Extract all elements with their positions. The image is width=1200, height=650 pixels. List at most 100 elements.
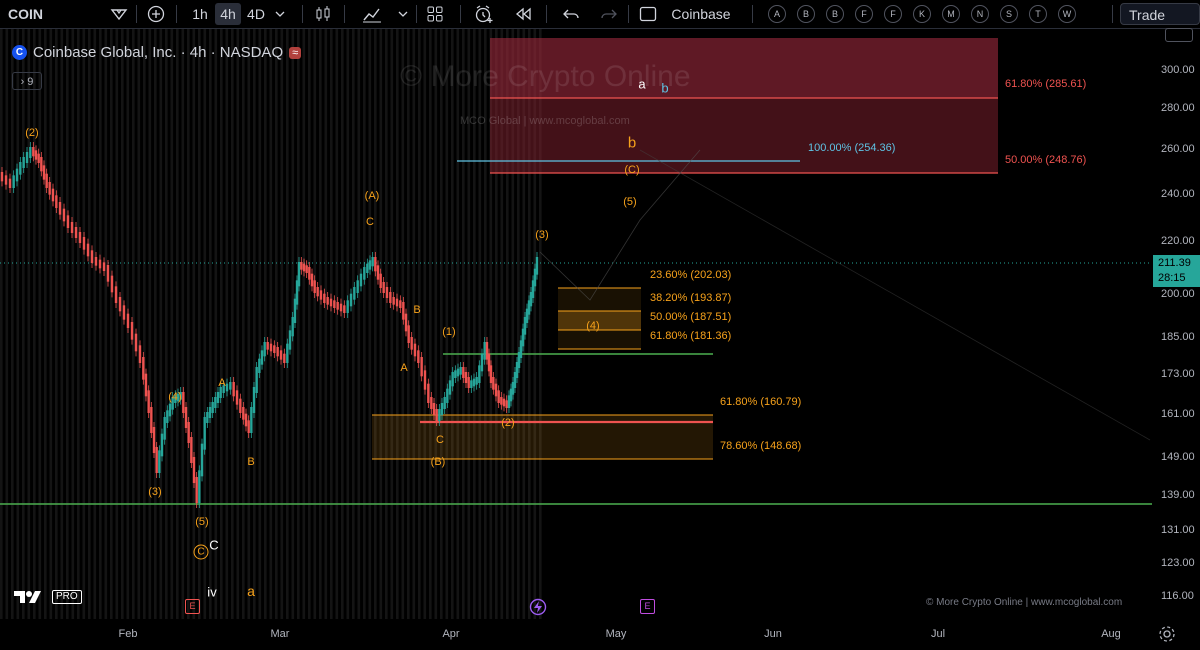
wave-label: (3) [535, 229, 549, 241]
symbol-search[interactable]: COIN [8, 6, 43, 22]
alert-letter-9[interactable]: T [1029, 5, 1047, 23]
candle-body [435, 409, 438, 421]
session-stripe [418, 29, 421, 619]
indicators-collapse-button[interactable]: › 9 [12, 72, 42, 90]
price-tick-label: 220.00 [1161, 235, 1195, 247]
candle-body [150, 407, 153, 433]
session-stripe [220, 29, 223, 619]
alert-letter-5[interactable]: K [913, 5, 931, 23]
wave-label: (5) [195, 516, 209, 528]
candle-body [483, 342, 486, 360]
compare-icon[interactable] [108, 3, 130, 25]
add-symbol-icon[interactable] [145, 3, 167, 25]
candle-body [22, 157, 25, 168]
candle-body [440, 403, 444, 415]
candle-body [302, 263, 306, 272]
candle-body [525, 308, 529, 323]
alert-letter-2[interactable]: B [826, 5, 844, 23]
layout-toggle-icon[interactable] [637, 3, 659, 25]
chevron-icon: › [20, 76, 25, 88]
interval-1h[interactable]: 1h [192, 6, 208, 22]
wave-label: (3) [148, 486, 162, 498]
candle-body [203, 417, 206, 450]
candle-body [102, 262, 106, 271]
alert-letter-7[interactable]: N [971, 5, 989, 23]
price-tick-label: 123.00 [1161, 557, 1195, 569]
candles-icon[interactable] [312, 3, 334, 25]
candle-body [168, 403, 172, 417]
wave-icon[interactable]: ≈ [289, 46, 302, 59]
alert-letter-3[interactable]: F [855, 5, 873, 23]
chart-pane[interactable] [0, 29, 1152, 619]
candle-body [126, 313, 130, 328]
candle-body [0, 172, 4, 182]
indicators-icon[interactable] [360, 3, 384, 25]
candle-body [29, 147, 32, 158]
symbol-legend[interactable]: C Coinbase Global, Inc. · 4h · NASDAQ ≈ [12, 44, 302, 61]
interval-4d[interactable]: 4D [247, 6, 265, 22]
candle-body [527, 300, 531, 315]
alert-icon[interactable] [472, 3, 496, 25]
candle-body [214, 397, 217, 408]
indicators-dropdown-icon[interactable] [396, 3, 410, 25]
alert-letter-1[interactable]: B [797, 5, 815, 23]
session-stripe [379, 29, 383, 619]
candle-body [247, 420, 250, 433]
chart-canvas[interactable] [0, 29, 1152, 619]
candle-body [349, 293, 353, 307]
layout-icon[interactable] [424, 3, 446, 25]
undo-icon[interactable] [560, 3, 582, 25]
alert-letter-8[interactable]: S [1000, 5, 1018, 23]
session-stripe [462, 29, 465, 619]
alert-letter-6[interactable]: M [942, 5, 960, 23]
session-stripe [313, 29, 317, 619]
alert-letter-10[interactable]: W [1058, 5, 1076, 23]
separator [136, 5, 137, 23]
session-stripe [27, 29, 31, 619]
session-stripe [170, 29, 174, 619]
redo-icon[interactable] [598, 3, 620, 25]
session-stripe [33, 29, 36, 619]
earnings-icon[interactable]: E [640, 599, 655, 614]
gear-icon[interactable] [1156, 623, 1180, 645]
candle-body [25, 152, 29, 163]
price-scale-settings-icon[interactable] [1165, 28, 1193, 42]
interval-4h[interactable]: 4h [215, 3, 241, 25]
replay-icon[interactable] [512, 3, 534, 25]
fib-50-label: 50.00% (187.51) [650, 311, 732, 323]
interval-dropdown-icon[interactable] [272, 3, 288, 25]
session-stripe [121, 29, 124, 619]
exchange-label[interactable]: Coinbase [671, 6, 731, 22]
candle-body [147, 390, 150, 413]
time-axis[interactable] [0, 619, 1152, 649]
candle-body [438, 409, 441, 421]
lightning-icon[interactable] [527, 598, 549, 616]
alert-letter-4[interactable]: F [884, 5, 902, 23]
session-stripe [500, 29, 504, 619]
candle-body [260, 350, 264, 365]
wave-label: (2) [501, 417, 515, 429]
candle-body [62, 208, 66, 222]
fib-lower-618-label: 61.80% (160.79) [720, 396, 802, 408]
candle-body [42, 165, 46, 180]
session-stripe [187, 29, 190, 619]
session-stripe [203, 29, 207, 619]
session-stripe [456, 29, 460, 619]
price-tick-label: 173.00 [1161, 368, 1195, 380]
session-stripe [165, 29, 168, 619]
candle-body [374, 257, 377, 272]
copyright-text: © More Crypto Online | www.mcoglobal.com [926, 597, 1123, 608]
trade-button[interactable]: Trade [1120, 3, 1200, 25]
session-stripe [330, 29, 333, 619]
earnings-icon[interactable]: E [185, 599, 200, 614]
alert-letter-0[interactable]: A [768, 5, 786, 23]
candle-body [451, 372, 454, 387]
candle-body [472, 378, 476, 387]
fib-extension-label: 100.00% (254.36) [808, 142, 896, 154]
wave-label: b [661, 80, 669, 96]
candle-body [310, 273, 314, 287]
candle-body [533, 268, 537, 287]
separator [460, 5, 461, 23]
candle-body [363, 267, 366, 280]
candle-body [66, 215, 70, 228]
